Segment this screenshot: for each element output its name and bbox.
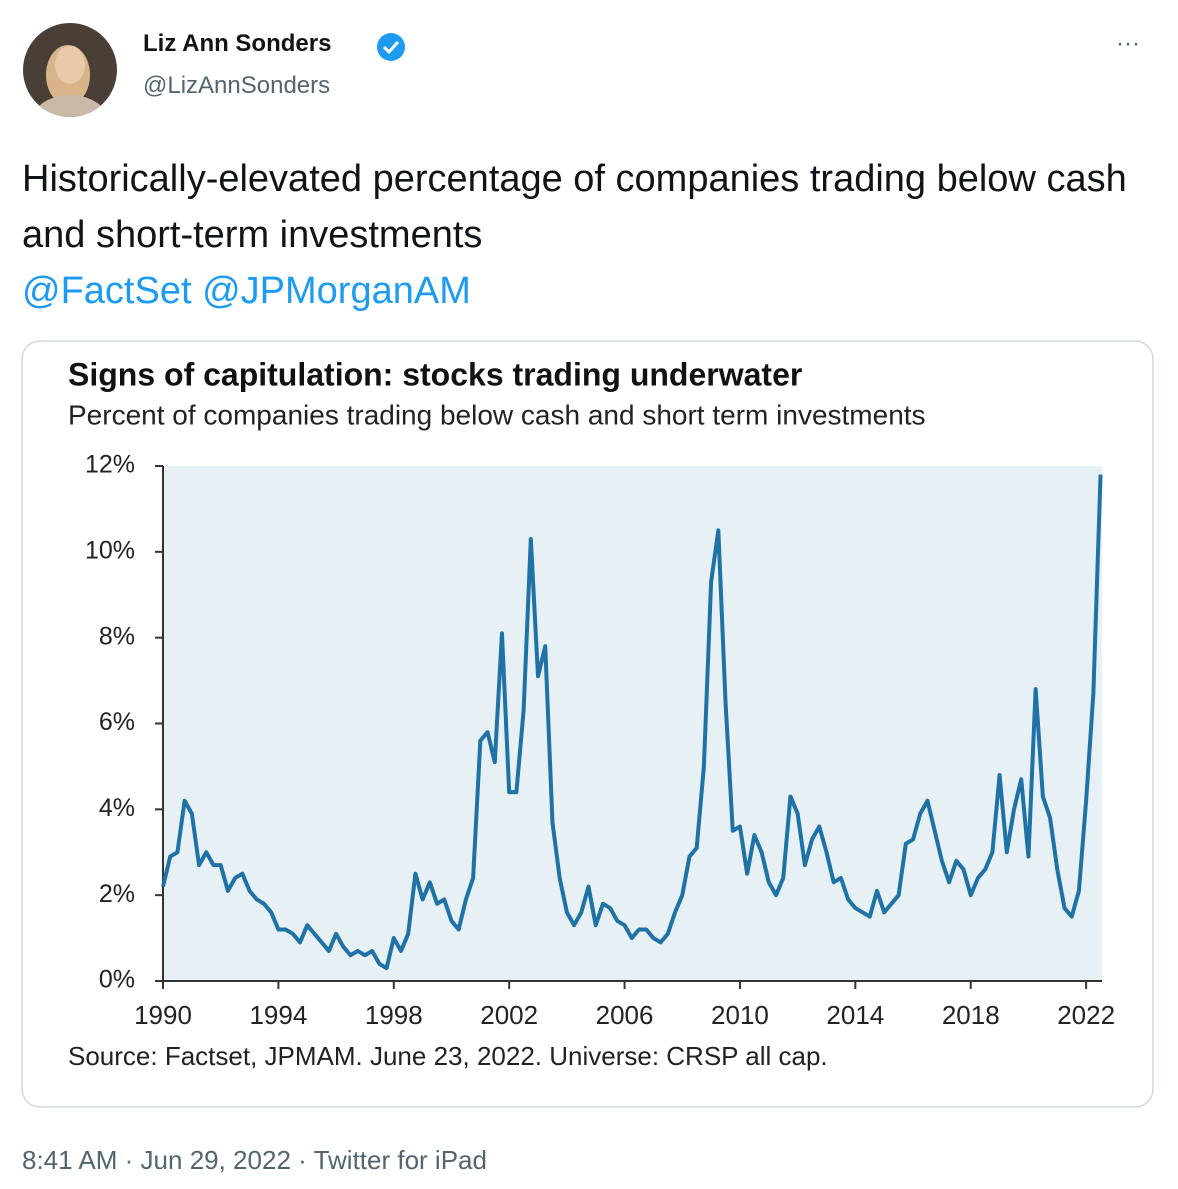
mentions: @FactSet @JPMorganAM	[22, 263, 471, 319]
y-tick-label: 12%	[85, 451, 135, 479]
author-handle[interactable]: @LizAnnSonders	[143, 72, 331, 99]
separator: ·	[124, 1145, 134, 1175]
y-tick-label: 4%	[99, 794, 135, 822]
x-tick-label: 2002	[480, 1000, 538, 1030]
more-button[interactable]: ···	[1116, 30, 1140, 57]
mention[interactable]: @JPMorganAM	[202, 270, 471, 312]
source[interactable]: Twitter for iPad	[313, 1145, 487, 1175]
x-tick-label: 2010	[711, 1000, 769, 1030]
separator: ·	[298, 1145, 307, 1175]
plot-background	[163, 466, 1102, 981]
plot: 0% 2% 4% 6% 8% 10% 12% 1990 1994 1998 2002 2006 2010…	[85, 451, 1115, 1030]
x-tick-label: 2014	[826, 1000, 884, 1030]
chart-source: Source: Factset, JPMAM. June 23, 2022. U…	[68, 1041, 828, 1071]
y-tick-label: 6%	[99, 708, 135, 736]
x-tick-label: 2018	[942, 1000, 1000, 1030]
data-line	[161, 474, 1103, 971]
time[interactable]: 8:41 AM	[22, 1145, 118, 1175]
x-tick-label: 1994	[249, 1000, 307, 1030]
x-tick-label: 2022	[1057, 1000, 1115, 1030]
mention[interactable]: @FactSet	[22, 270, 192, 312]
x-tick-label: 1990	[134, 1000, 192, 1030]
x-tick-label: 2006	[596, 1000, 654, 1030]
y-tick-label: 8%	[99, 622, 135, 650]
y-tick-label: 10%	[85, 536, 135, 564]
tweet-text: Historically-elevated percentage of comp…	[22, 158, 1127, 256]
x-tick-label: 1998	[365, 1000, 423, 1030]
author-name[interactable]: Liz Ann Sonders	[143, 30, 332, 57]
verified-badge	[377, 33, 405, 61]
date[interactable]: Jun 29, 2022	[140, 1145, 291, 1175]
chart-subtitle: Percent of companies trading below cash …	[68, 399, 926, 430]
y-tick-label: 0%	[99, 966, 135, 994]
avatar[interactable]	[23, 23, 117, 155]
y-tick-label: 2%	[99, 880, 135, 908]
tweet-footer: 8:41 AM · Jun 29, 2022 · Twitter for iPa…	[22, 1145, 487, 1176]
chart-title: Signs of capitulation: stocks trading un…	[68, 356, 802, 392]
